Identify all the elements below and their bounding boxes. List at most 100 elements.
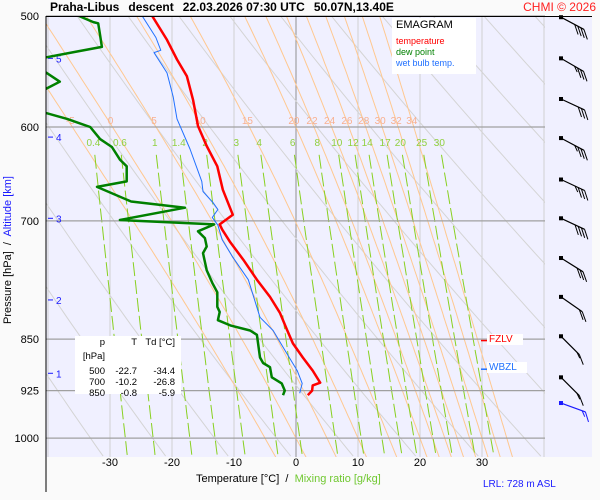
y-axis-title-pressure: Pressure [hPa] (2, 251, 14, 324)
mixing-ratio-line (368, 154, 418, 455)
x-tick-label: -10 (226, 457, 242, 469)
dry-adiabat-line (46, 202, 229, 457)
x-axis-title-temperature: Temperature [°C] (196, 473, 280, 485)
temperature-line (151, 16, 322, 397)
x-axis-separator: / (285, 473, 289, 485)
moist-adiabat-line (265, 16, 440, 457)
wbzl-label: WBZL (487, 362, 527, 374)
moist-adiabat-label: 34 (406, 116, 418, 127)
mixing-ratio-line (179, 154, 218, 455)
moist-adiabat-label: 15 (242, 116, 254, 127)
moist-adiabat-line (325, 16, 477, 457)
dry-adiabat-line (76, 16, 417, 457)
altitude-tick-label: 5 (56, 54, 62, 65)
y-axis-title-altitude: Altitude [km] (2, 176, 14, 237)
mixing-ratio-line (354, 154, 403, 455)
legend-wetbulb: wet bulb temp. (396, 58, 455, 68)
cell: 700 (89, 377, 105, 388)
moist-adiabat-line (343, 16, 489, 457)
wind-barb (559, 136, 588, 161)
mixing-ratio-label: 20 (395, 138, 407, 149)
x-tick-label: 10 (352, 457, 364, 469)
mixing-ratio-line (338, 154, 385, 455)
mixing-ratio-label: 10 (331, 138, 343, 149)
legend-title: EMAGRAM (396, 19, 453, 31)
y-tick-label: 500 (21, 11, 39, 23)
y-tick-label: 600 (21, 122, 39, 134)
mixing-ratio-label: 1.4 (172, 138, 186, 149)
station-name: Praha-Libus (50, 0, 120, 14)
mixing-ratio-label: 4 (256, 138, 262, 149)
mixing-ratio-label: 0.6 (113, 138, 127, 149)
mixing-ratio-line (386, 154, 437, 455)
moist-adiabat-label: 28 (358, 116, 370, 127)
mixing-ratio-line (94, 154, 128, 455)
mixing-ratio-label: 8 (314, 138, 320, 149)
x-axis-title: Temperature [°C] / Mixing ratio [g/kg] (196, 473, 381, 485)
col-temp: T (131, 337, 137, 348)
cell: -5.9 (158, 388, 175, 399)
wetbulb-line (141, 16, 303, 394)
y-tick-label: 925 (21, 386, 39, 398)
mixing-ratio-label: 12 (348, 138, 360, 149)
wind-barb (559, 15, 588, 40)
mixing-ratio-label: 0.4 (86, 138, 100, 149)
station-coords: 50.07N,13.40E (313, 0, 394, 14)
moist-adiabat-label: 26 (341, 116, 353, 127)
moist-adiabat-label: 5 (151, 116, 157, 127)
cell: -0.8 (120, 388, 137, 399)
moist-adiabat-label: 32 (391, 116, 403, 127)
wind-barb (559, 334, 584, 365)
fzlv-label: FZLV (487, 333, 523, 345)
wind-barb (559, 401, 589, 423)
col-pressure: p [hPa] (82, 337, 105, 362)
moist-adiabat-line (135, 16, 367, 457)
mixing-ratio-label: 30 (434, 138, 446, 149)
y-axis-title: Pressure [hPa] / Altitude [km] (2, 150, 14, 350)
table-header: p [hPa] T Td [°C] (75, 336, 181, 364)
altitude-tick-label: 3 (56, 214, 62, 225)
wind-barb (559, 216, 589, 240)
y-tick-label: 1000 (15, 433, 39, 445)
mixing-ratio-label: 25 (416, 138, 428, 149)
dry-adiabat-line (432, 16, 545, 144)
sounding-mode: descent (128, 0, 174, 14)
dry-adiabat-line (280, 16, 545, 329)
moist-adiabat-label: 24 (324, 116, 336, 127)
moist-adiabat-label: 22 (306, 116, 318, 127)
moist-adiabat-label: 30 (375, 116, 387, 127)
mixing-ratio-label: 14 (362, 138, 374, 149)
mixing-ratio-line (120, 154, 156, 455)
dry-adiabat-line (381, 16, 545, 204)
wind-barb (559, 256, 588, 282)
legend: EMAGRAM temperature dew point wet bulb t… (392, 18, 476, 74)
y-tick-label: 700 (21, 216, 39, 228)
moist-adiabat-line (244, 16, 428, 457)
cell: 500 (89, 366, 105, 377)
x-tick-label: 0 (293, 457, 299, 469)
cell: -22.7 (115, 366, 137, 377)
mixing-ratio-line (401, 154, 453, 455)
cell: -34.4 (153, 366, 175, 377)
wind-barb (559, 96, 589, 121)
dry-adiabat-line (229, 16, 545, 394)
mixing-ratio-line (293, 154, 339, 455)
summary-table: p [hPa] T Td [°C] 500 -22.7 -34.4 700 -10.2… (75, 336, 181, 399)
mixing-ratio-label: 3 (233, 138, 239, 149)
copyright: CHMI © 2026 (523, 0, 596, 14)
dry-adiabat-line (178, 16, 542, 457)
moist-adiabat-line (285, 16, 452, 457)
x-tick-label: -30 (102, 457, 118, 469)
dewpoint-line (46, 16, 287, 396)
dry-adiabat-line (46, 285, 167, 457)
moist-adiabat-line (379, 16, 513, 457)
wind-barb (559, 177, 589, 201)
altitude-tick-label: 1 (56, 369, 62, 380)
moist-adiabat-label: 20 (288, 116, 300, 127)
moist-adiabat-line (189, 16, 398, 457)
altitude-tick-label: 4 (56, 133, 62, 144)
y-axis-separator: / (2, 242, 14, 246)
sounding-datetime: 22.03.2026 07:30 UTC (182, 0, 305, 14)
lrl-label: LRL: 728 m ASL (483, 479, 556, 490)
mixing-ratio-label: 17 (380, 138, 392, 149)
